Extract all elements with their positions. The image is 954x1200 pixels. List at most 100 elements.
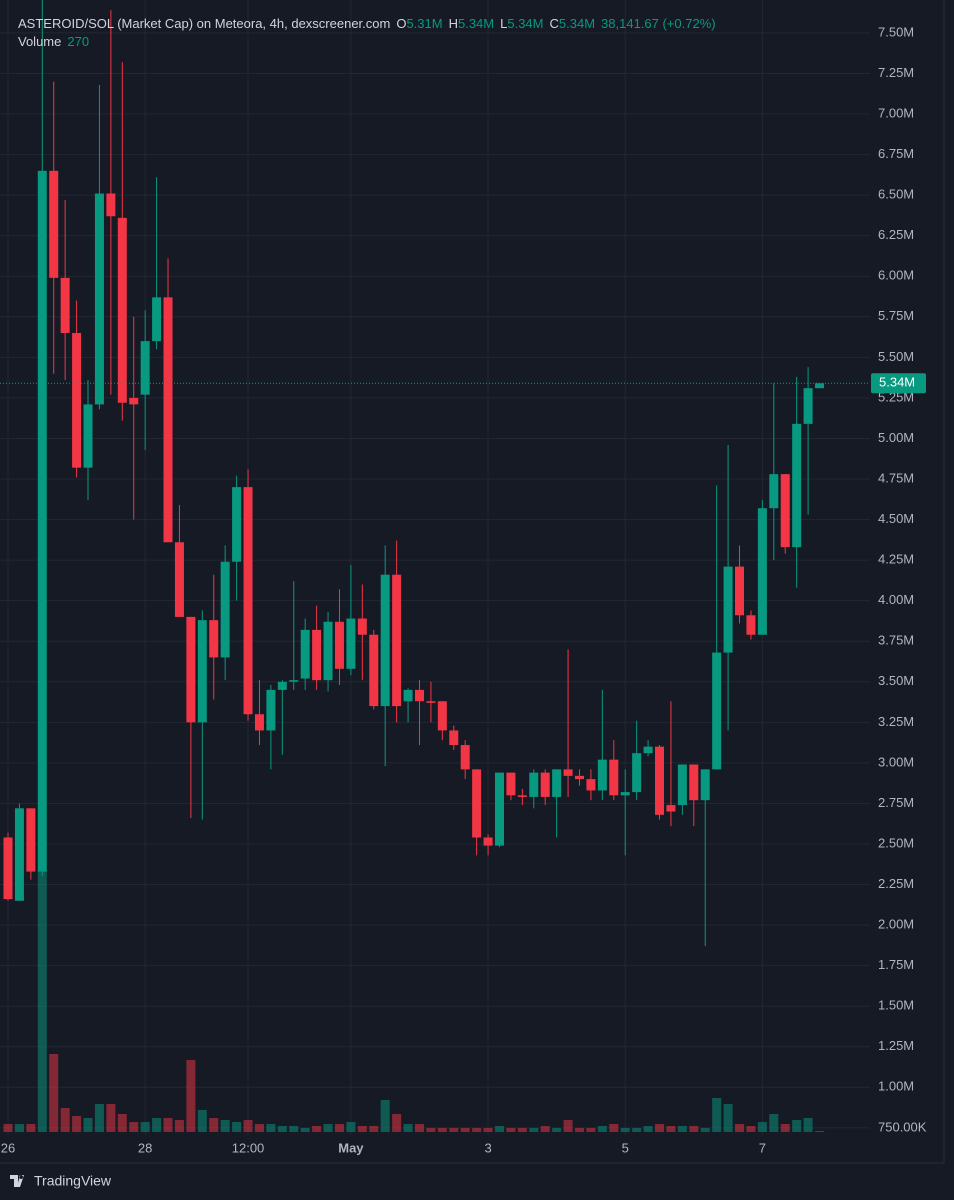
volume-bar xyxy=(540,1126,550,1132)
volume-bar xyxy=(369,1126,379,1132)
candle-body xyxy=(666,805,676,812)
y-tick-label: 1.75M xyxy=(878,957,914,972)
volume-bar xyxy=(483,1128,493,1132)
candle-body xyxy=(129,397,139,405)
volume-bar xyxy=(643,1126,653,1132)
volume-bar xyxy=(780,1124,790,1132)
candle-body xyxy=(334,621,344,669)
candle-body xyxy=(552,769,562,797)
y-tick-label: 4.25M xyxy=(878,552,914,567)
x-tick-label: 26 xyxy=(1,1140,15,1155)
candle-body xyxy=(312,629,322,681)
volume-bar xyxy=(277,1126,287,1132)
volume-bar xyxy=(677,1126,687,1132)
volume-bar xyxy=(735,1124,745,1132)
y-tick-label: 7.50M xyxy=(878,24,914,39)
y-tick-label: 1.25M xyxy=(878,1038,914,1053)
volume-bar xyxy=(609,1124,619,1132)
x-tick-label: 5 xyxy=(622,1140,629,1155)
candle-body xyxy=(14,808,24,901)
volume-bar xyxy=(723,1104,733,1132)
volume-bar xyxy=(254,1124,264,1132)
volume-bar xyxy=(586,1128,596,1132)
volume-bar xyxy=(392,1114,402,1132)
y-tick-label: 6.50M xyxy=(878,187,914,202)
volume-bar xyxy=(220,1120,230,1132)
volume-bar xyxy=(94,1104,104,1132)
candle-body xyxy=(723,566,733,653)
candle-body xyxy=(746,615,756,635)
volume-bar xyxy=(655,1124,665,1132)
volume-bar xyxy=(632,1128,642,1132)
volume-bar xyxy=(506,1128,516,1132)
candle-layer xyxy=(3,0,825,947)
candle-body xyxy=(506,772,516,796)
y-tick-label: 750.00K xyxy=(878,1119,927,1134)
x-tick-label: 12:00 xyxy=(232,1140,265,1155)
y-tick-label: 4.50M xyxy=(878,511,914,526)
candle-body xyxy=(243,487,253,715)
candle-body xyxy=(792,423,802,548)
candle-body xyxy=(289,680,299,682)
candle-body xyxy=(357,618,367,635)
volume-bar xyxy=(186,1060,196,1132)
volume-bar xyxy=(140,1122,150,1132)
volume-bar xyxy=(563,1120,573,1132)
volume-bar xyxy=(414,1124,424,1132)
volume-bar xyxy=(117,1114,127,1132)
volume-bar xyxy=(334,1124,344,1132)
volume-bar xyxy=(792,1120,802,1132)
candle-body xyxy=(346,618,356,669)
volume-bar xyxy=(380,1100,390,1132)
brand: TradingView xyxy=(10,1173,112,1189)
y-tick-label: 2.00M xyxy=(878,917,914,932)
volume-bar xyxy=(232,1122,242,1132)
volume-bar xyxy=(769,1114,779,1132)
candle-body xyxy=(643,746,653,754)
y-tick-label: 3.00M xyxy=(878,754,914,769)
volume-bar xyxy=(575,1128,584,1132)
y-tick-label: 3.50M xyxy=(878,673,914,688)
volume-bar xyxy=(26,1124,36,1132)
volume-bar xyxy=(712,1098,722,1132)
volume-bar xyxy=(403,1124,413,1132)
volume-bar xyxy=(552,1128,562,1132)
volume-bar xyxy=(14,1124,24,1132)
volume-value: 270 xyxy=(67,34,89,49)
volume-bar xyxy=(815,1131,825,1132)
candle-body xyxy=(117,217,127,403)
candle-body xyxy=(769,474,779,509)
volume-bar xyxy=(83,1118,93,1132)
candle-body xyxy=(414,689,424,702)
header: ASTEROID/SOL (Market Cap) on Meteora, 4h… xyxy=(18,16,716,31)
volume-bar xyxy=(460,1128,470,1132)
volume-bar xyxy=(472,1128,482,1132)
candle-body xyxy=(735,566,745,616)
x-tick-label: May xyxy=(338,1140,364,1155)
volume-layer xyxy=(3,870,825,1132)
y-tick-label: 3.75M xyxy=(878,633,914,648)
volume-legend: Volume 270 xyxy=(18,34,89,49)
volume-bar xyxy=(426,1128,436,1132)
candle-body xyxy=(60,277,70,334)
volume-bar xyxy=(494,1126,504,1132)
candle-body xyxy=(620,792,630,796)
candle-body xyxy=(369,634,379,707)
candle-body xyxy=(689,764,699,801)
volume-bar xyxy=(197,1110,207,1132)
candle-body xyxy=(152,297,162,342)
candle-body xyxy=(380,574,390,707)
volume-bar xyxy=(357,1126,367,1132)
volume-bar xyxy=(152,1118,162,1132)
candle-body xyxy=(83,404,93,468)
volume-bar xyxy=(49,1054,59,1132)
axes: 750.00K 1.00M 1.25M 1.50M 1.75M 2.00M 2.25M 2.5… xyxy=(0,24,927,1155)
volume-bar xyxy=(163,1118,173,1132)
y-tick-label: 1.00M xyxy=(878,1079,914,1094)
volume-bar xyxy=(72,1116,82,1132)
y-tick-label: 1.50M xyxy=(878,998,914,1013)
y-tick-label: 2.25M xyxy=(878,876,914,891)
candle-body xyxy=(94,193,104,405)
candle-body xyxy=(712,652,722,770)
